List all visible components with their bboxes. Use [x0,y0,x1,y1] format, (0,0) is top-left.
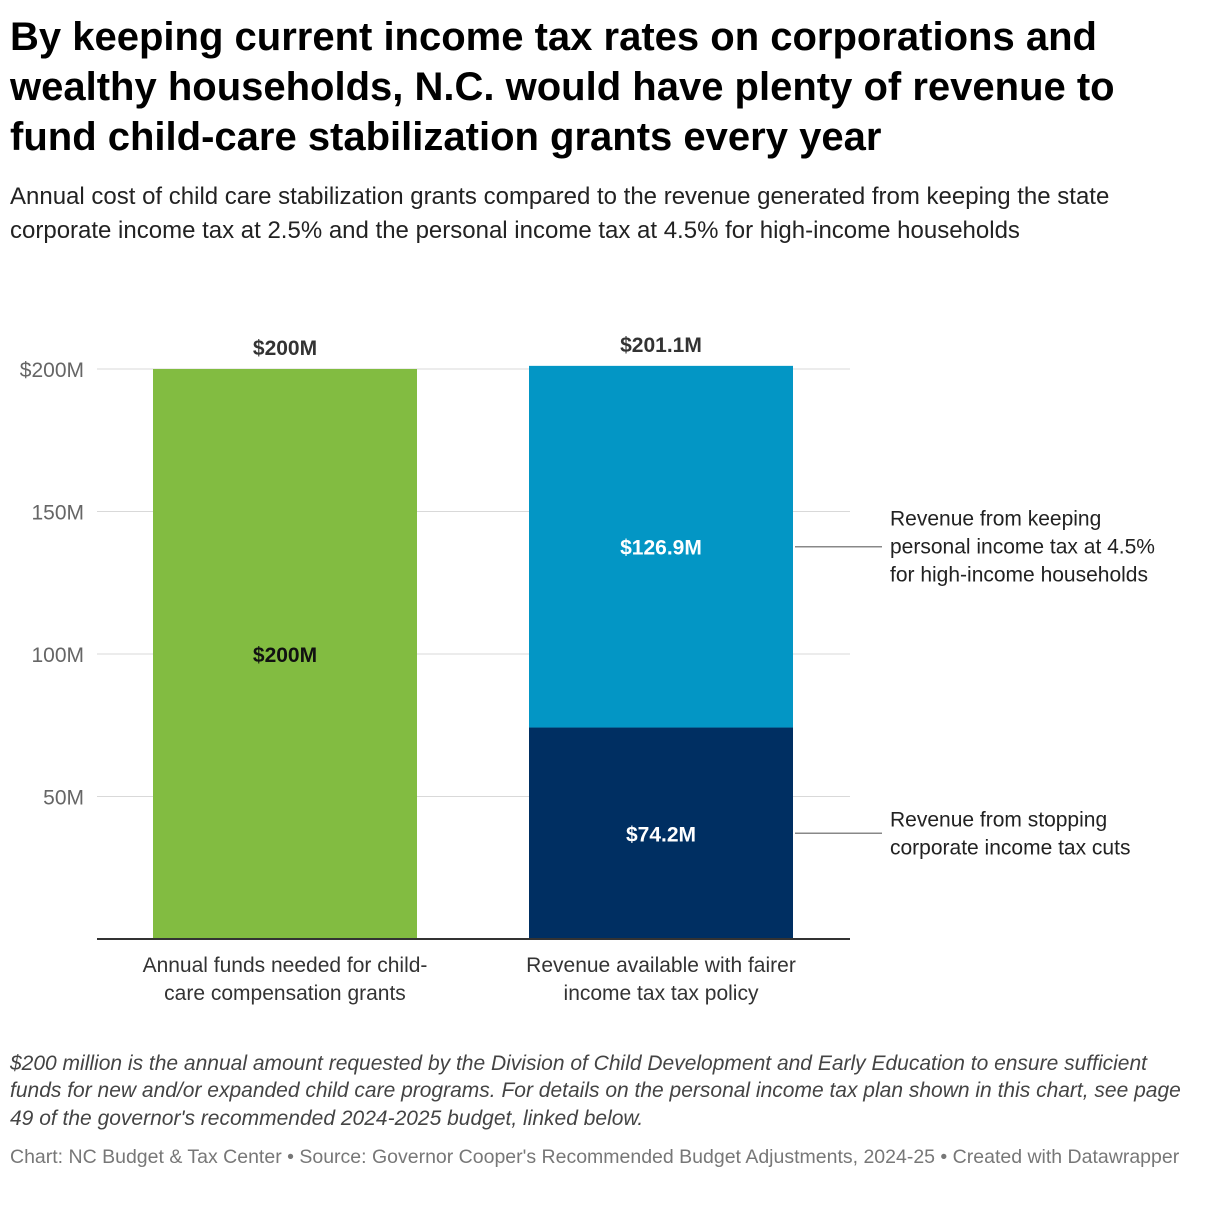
annotation-label: Revenue from stopping [890,808,1107,831]
y-tick-label: $200M [20,359,84,382]
x-category-label: Revenue available with fairer [526,954,796,977]
chart-source: Chart: NC Budget & Tax Center • Source: … [10,1146,1180,1168]
x-category-label: income tax tax policy [564,982,759,1005]
bar-segment [153,369,417,939]
y-tick-label: 50M [43,787,84,810]
chart-subtitle: Annual cost of child care stabilization … [10,183,1110,244]
annotation-label: Revenue from keeping [890,508,1101,531]
y-tick-label: 100M [31,644,84,667]
segment-value-label: $126.9M [620,537,702,560]
y-tick-label: 150M [31,502,84,525]
bar-total-label: $200M [253,337,317,360]
annotation-label: for high-income households [890,564,1148,587]
chart-notes: $200 million is the annual amount reques… [10,1052,1181,1130]
segment-value-label: $200M [253,644,317,667]
x-category-label: care compensation grants [164,982,406,1005]
x-category-label: Annual funds needed for child- [143,954,428,977]
annotation-label: personal income tax at 4.5% [890,536,1155,559]
bar-segment [529,727,793,939]
segment-value-label: $74.2M [626,823,696,846]
annotation-label: corporate income tax cuts [890,836,1130,859]
bar-segment [529,365,793,728]
chart-title: By keeping current income tax rates on c… [10,15,1115,159]
bar-chart: 50M 100M 150M $200M $200M $200M $74.2M $126.9M $… [20,334,1155,1005]
bar-total-label: $201.1M [620,334,702,357]
